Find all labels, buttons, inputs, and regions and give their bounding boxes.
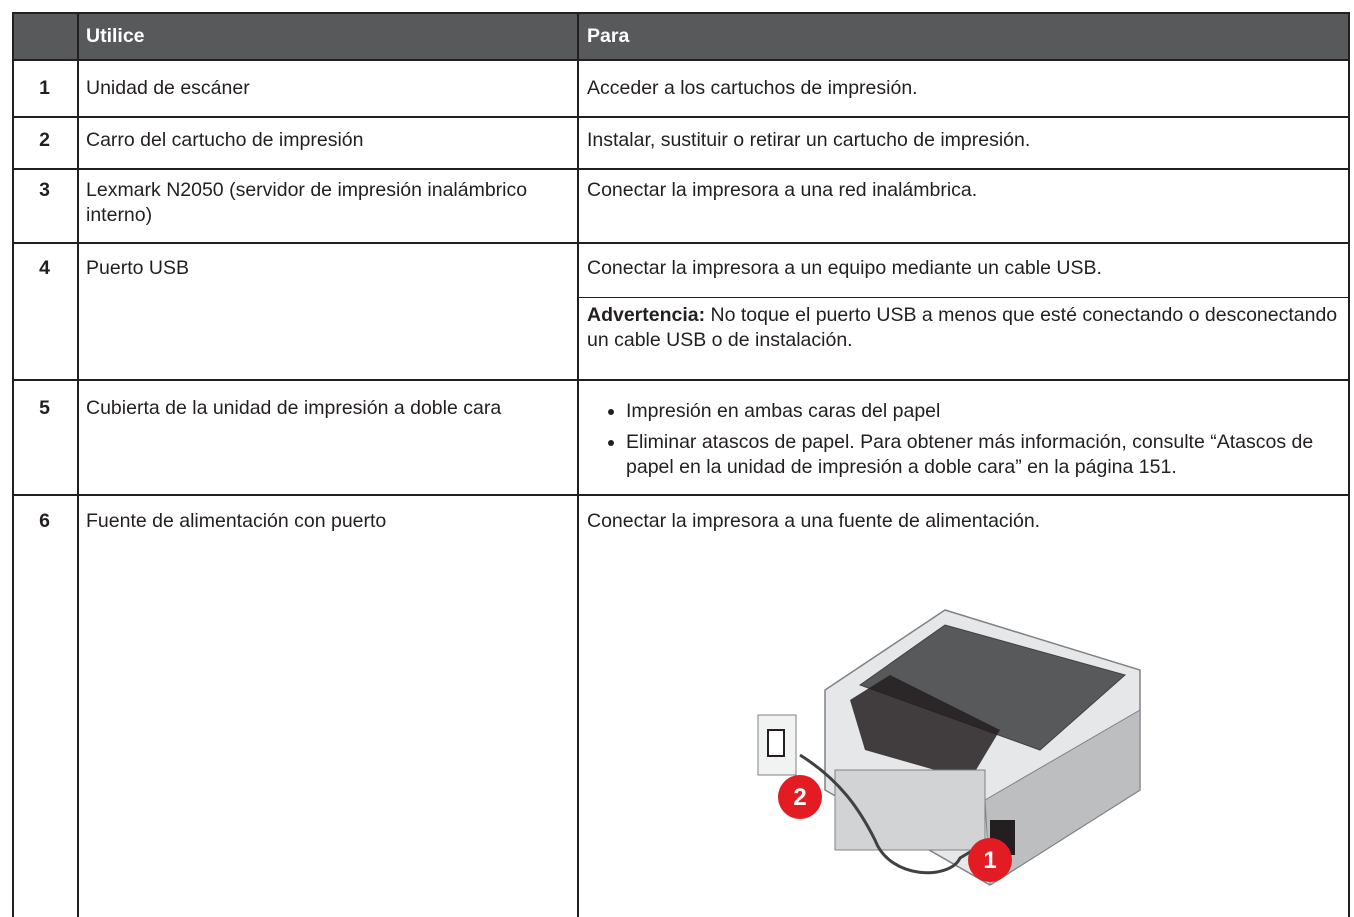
border [12,242,1350,244]
item: Unidad de escáner [86,77,250,99]
callout: 2 [793,784,806,811]
row-number: 2 [39,129,50,151]
item: Fuente de alimentación con puerto [86,510,387,532]
bullet: Impresión en ambas caras del papel [626,399,1354,424]
purpose: Conectar la impresora a un equipo median… [587,257,1102,279]
border [1348,12,1350,917]
border [12,12,1350,14]
border [12,116,1350,118]
item: Cubierta de la unidad de impresión a dob… [86,397,502,419]
row-number: 5 [39,397,50,419]
callout: 1 [983,847,996,874]
row-number: 6 [39,510,50,532]
border [12,494,1350,496]
warning-text: No toque el puerto USB a menos que esté … [587,304,1338,351]
row-number: 4 [39,257,50,279]
border [577,297,1349,298]
item: Puerto USB [86,257,189,279]
border [12,59,1350,61]
purpose: Conectar la impresora a una fuente de al… [587,510,1041,532]
warning: Advertencia: No toque el puerto USB a me… [587,303,1342,353]
header-cell: Para [587,25,630,47]
purpose: Instalar, sustituir o retirar un cartuch… [587,129,1031,151]
purpose: Conectar la impresora a una red inalámbr… [587,179,978,201]
warning-label: Advertencia: [587,304,706,326]
printer-illustration: 1 2 [757,609,1141,886]
item: Lexmark N2050 (servidor de impresión ina… [86,179,528,226]
row-number: 1 [39,77,50,99]
border [77,12,79,917]
border [12,12,14,917]
row-number: 3 [39,179,50,201]
purpose: Acceder a los cartuchos de impresión. [587,77,918,99]
border [12,379,1350,381]
bullet-list: Impresión en ambas caras del papel Elimi… [604,399,1354,480]
item: Carro del cartucho de impresión [86,129,364,151]
header-cell: Utilice [86,25,145,47]
border [577,12,579,917]
border [12,168,1350,170]
bullet: Eliminar atascos de papel. Para obtener … [626,430,1354,480]
header-row [12,12,1349,59]
